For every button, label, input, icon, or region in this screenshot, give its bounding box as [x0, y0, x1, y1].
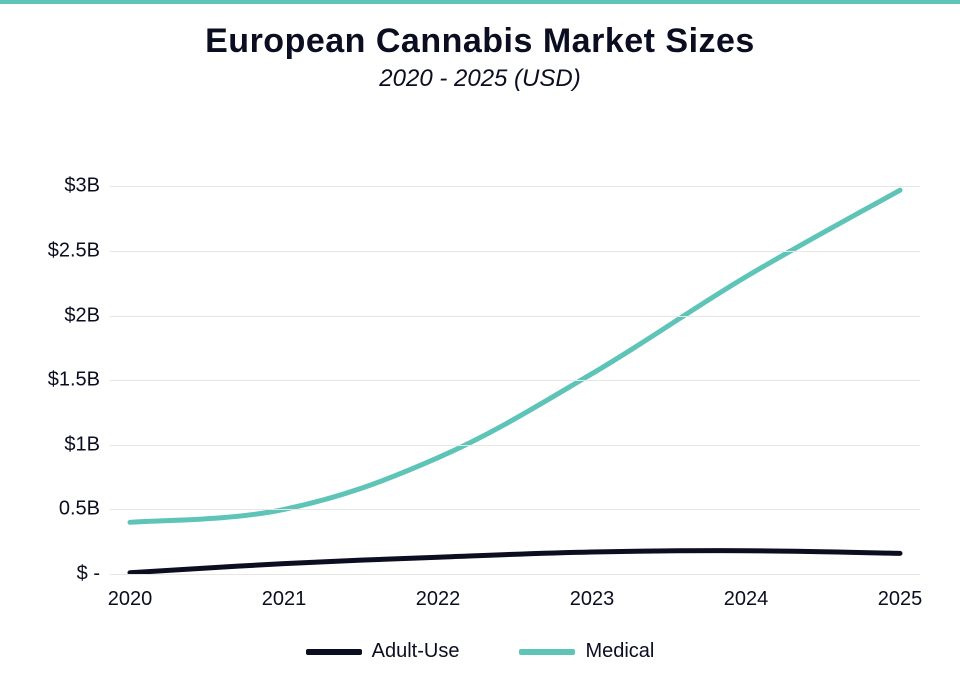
y-tick-label: $3B [64, 175, 100, 198]
y-tick-label: $ - [77, 563, 100, 586]
gridline [110, 186, 920, 187]
x-tick-label: 2025 [878, 588, 923, 611]
x-tick-label: 2021 [262, 588, 307, 611]
x-tick-label: 2023 [570, 588, 615, 611]
legend-label: Medical [585, 640, 654, 663]
legend-item-adult-use: Adult-Use [306, 640, 460, 663]
x-tick-label: 2024 [724, 588, 769, 611]
gridline [110, 380, 920, 381]
legend-swatch [519, 649, 575, 655]
gridline [110, 445, 920, 446]
series-line-medical [130, 190, 900, 522]
y-tick-label: $2B [64, 304, 100, 327]
legend-swatch [306, 649, 362, 655]
legend-item-medical: Medical [519, 640, 654, 663]
gridline [110, 509, 920, 510]
legend-label: Adult-Use [372, 640, 460, 663]
gridline [110, 574, 920, 575]
y-tick-label: 0.5B [59, 498, 100, 521]
series-line-adult-use [130, 551, 900, 573]
x-tick-label: 2022 [416, 588, 461, 611]
chart-subtitle: 2020 - 2025 (USD) [0, 65, 960, 93]
chart-container: European Cannabis Market Sizes 2020 - 20… [0, 0, 960, 686]
y-tick-label: $1.5B [48, 369, 100, 392]
y-tick-label: $2.5B [48, 239, 100, 262]
x-tick-label: 2020 [108, 588, 153, 611]
chart-title: European Cannabis Market Sizes [0, 22, 960, 61]
plot-area: $ -0.5B$1B$1.5B$2B$2.5B$3B20202021202220… [110, 154, 920, 574]
legend: Adult-Use Medical [0, 640, 960, 663]
chart-svg [110, 154, 920, 574]
gridline [110, 251, 920, 252]
y-tick-label: $1B [64, 433, 100, 456]
gridline [110, 316, 920, 317]
